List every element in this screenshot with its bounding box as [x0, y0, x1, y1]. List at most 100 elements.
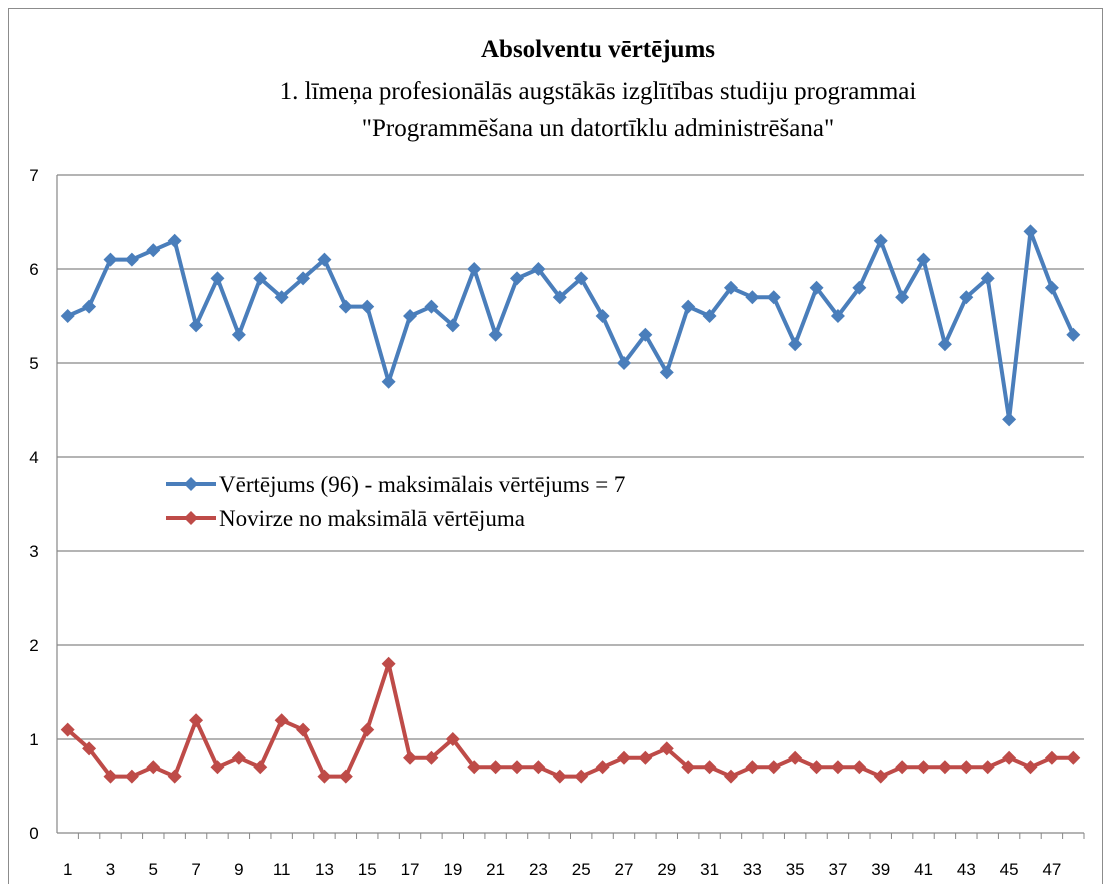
marker: [1066, 327, 1081, 342]
x-tick-label: 5: [149, 860, 158, 879]
x-tick-label: 37: [828, 860, 847, 879]
marker: [638, 750, 653, 765]
chart-subtitle: 1. līmeņa profesionālās augstākās izglīt…: [280, 78, 917, 105]
marker: [82, 299, 97, 314]
x-tick-label: 23: [529, 860, 548, 879]
marker: [852, 280, 867, 295]
x-tick-label: 19: [443, 860, 462, 879]
marker: [1066, 750, 1081, 765]
marker: [616, 750, 631, 765]
marker: [937, 337, 952, 352]
marker: [403, 309, 418, 323]
marker: [873, 233, 888, 248]
y-tick-label: 5: [29, 354, 38, 373]
legend-label: Novirze no maksimālā vērtējuma: [219, 506, 525, 531]
legend-marker: [184, 477, 198, 491]
marker: [895, 760, 910, 775]
x-tick-label: 27: [615, 860, 634, 879]
y-tick-label: 2: [29, 636, 38, 655]
x-tick-label: 13: [315, 860, 334, 879]
x-tick-label: 35: [786, 860, 805, 879]
y-tick-label: 6: [29, 260, 38, 279]
marker: [830, 309, 845, 323]
marker: [937, 760, 952, 775]
marker: [852, 760, 867, 775]
marker: [467, 262, 482, 276]
y-tick-label: 3: [29, 542, 38, 561]
x-tick-label: 1: [63, 860, 72, 879]
marker: [124, 252, 139, 267]
marker: [745, 760, 760, 775]
marker: [146, 760, 161, 775]
marker: [552, 769, 567, 784]
marker: [1002, 412, 1017, 427]
marker: [702, 760, 717, 775]
x-tick-label: 33: [743, 860, 762, 879]
marker: [916, 252, 931, 267]
marker: [959, 760, 974, 775]
x-tick-label: 31: [700, 860, 719, 879]
marker: [403, 750, 418, 765]
marker: [916, 760, 931, 775]
marker: [210, 760, 225, 775]
marker: [1044, 750, 1059, 765]
marker: [531, 760, 546, 775]
marker: [809, 280, 824, 295]
marker: [1023, 760, 1038, 775]
x-tick-label: 47: [1042, 860, 1061, 879]
marker: [488, 327, 503, 342]
marker: [317, 252, 332, 267]
marker: [638, 327, 653, 342]
marker: [445, 732, 460, 746]
marker: [381, 656, 396, 671]
marker: [745, 290, 760, 305]
marker: [253, 760, 268, 775]
x-tick-label: 43: [957, 860, 976, 879]
marker: [574, 271, 589, 286]
legend-marker: [184, 511, 198, 525]
marker: [103, 769, 118, 784]
marker: [1023, 224, 1038, 239]
marker: [82, 741, 97, 756]
marker: [296, 722, 311, 737]
x-tick-label: 11: [273, 860, 291, 879]
marker: [959, 290, 974, 305]
marker: [766, 290, 781, 305]
marker: [552, 290, 567, 305]
marker: [659, 741, 674, 756]
x-tick-label: 7: [191, 860, 200, 879]
marker: [788, 750, 803, 765]
marker: [723, 769, 738, 784]
marker: [424, 299, 439, 314]
marker: [574, 769, 589, 784]
marker: [830, 760, 845, 775]
marker: [103, 252, 118, 267]
x-tick-label: 9: [234, 860, 243, 879]
x-tick-label: 3: [106, 860, 115, 879]
marker: [510, 760, 525, 775]
marker: [167, 769, 182, 784]
marker: [189, 318, 204, 333]
marker: [338, 299, 353, 314]
marker: [723, 280, 738, 295]
marker: [681, 760, 696, 775]
marker: [253, 271, 268, 286]
marker: [231, 750, 246, 765]
marker: [895, 290, 910, 305]
marker: [809, 760, 824, 775]
marker: [231, 327, 246, 342]
marker: [338, 769, 353, 784]
marker: [1002, 750, 1017, 765]
y-tick-label: 0: [29, 824, 38, 843]
marker: [531, 262, 546, 276]
x-tick-label: 45: [1000, 860, 1019, 879]
x-tick-label: 17: [401, 860, 420, 879]
x-tick-label: 41: [914, 860, 933, 879]
marker: [659, 365, 674, 380]
marker: [210, 271, 225, 286]
marker: [360, 722, 375, 737]
x-tick-label: 25: [572, 860, 591, 879]
marker: [274, 713, 289, 728]
marker: [1044, 280, 1059, 295]
marker: [60, 722, 75, 737]
